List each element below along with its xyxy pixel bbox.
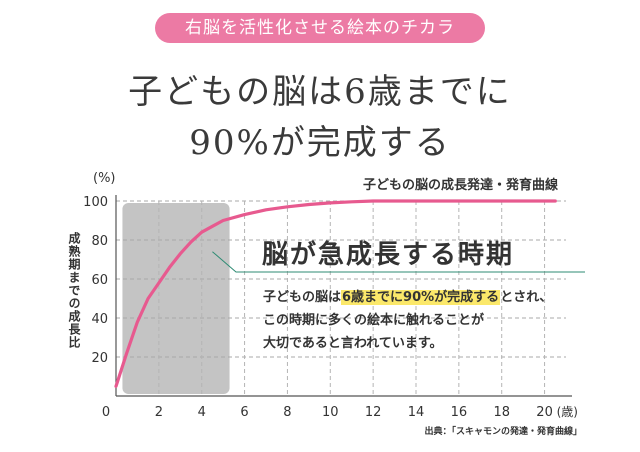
y-tick-label: 60 xyxy=(91,273,108,288)
headline-line1: 子どもの脳は6歳までに xyxy=(128,72,512,112)
x-tick-label: 4 xyxy=(198,405,206,420)
y-axis-label: 成熟期までの成長比 xyxy=(67,232,81,349)
y-tick-label: 80 xyxy=(91,234,108,249)
x-tick-label: 0 xyxy=(102,405,110,420)
x-tick-label: 18 xyxy=(493,405,510,420)
x-tick-label: 16 xyxy=(451,405,468,420)
y-tick-label: 40 xyxy=(91,312,108,327)
callout-leader-line xyxy=(212,251,585,273)
x-tick-label: 14 xyxy=(408,405,425,420)
x-tick-label: 10 xyxy=(322,405,339,420)
callout-line3: 大切であると言われています。 xyxy=(263,336,443,351)
brain-growth-curve xyxy=(114,199,557,388)
banner: 右脳を活性化させる絵本のチカラ xyxy=(155,13,485,43)
headline-line2: 90%が完成する xyxy=(189,123,451,163)
x-axis-unit: (歳) xyxy=(557,405,578,419)
x-tick-label: 6 xyxy=(240,405,248,420)
y-axis-unit: (%) xyxy=(93,171,116,186)
callout-line1: 子どもの脳は6歳までに90%が完成するとされ、 xyxy=(263,286,583,309)
source-note: 出典：「スキャモンの発達・発育曲線」 xyxy=(424,427,582,437)
x-tick-label: 20 xyxy=(536,405,553,420)
callout-title: 脳が急成長する時期 xyxy=(262,240,515,270)
chart-title: 子どもの脳の成長発達・発育曲線 xyxy=(362,178,558,193)
x-tick-label: 8 xyxy=(283,405,291,420)
growth-period-box xyxy=(122,203,230,394)
y-tick-label: 100 xyxy=(83,195,108,210)
x-tick-label: 2 xyxy=(155,405,163,420)
callout-line1-after: とされ、 xyxy=(500,290,553,305)
callout-body: 子どもの脳は6歳までに90%が完成するとされ、 この時期に多くの絵本に触れること… xyxy=(263,286,583,355)
callout-highlight: 6歳までに90%が完成する xyxy=(341,290,501,305)
x-tick-label: 12 xyxy=(365,405,382,420)
callout-line1-before: 子どもの脳は xyxy=(263,290,342,305)
y-tick-label: 20 xyxy=(91,351,108,366)
callout-line2: この時期に多くの絵本に触れることが xyxy=(263,313,485,328)
